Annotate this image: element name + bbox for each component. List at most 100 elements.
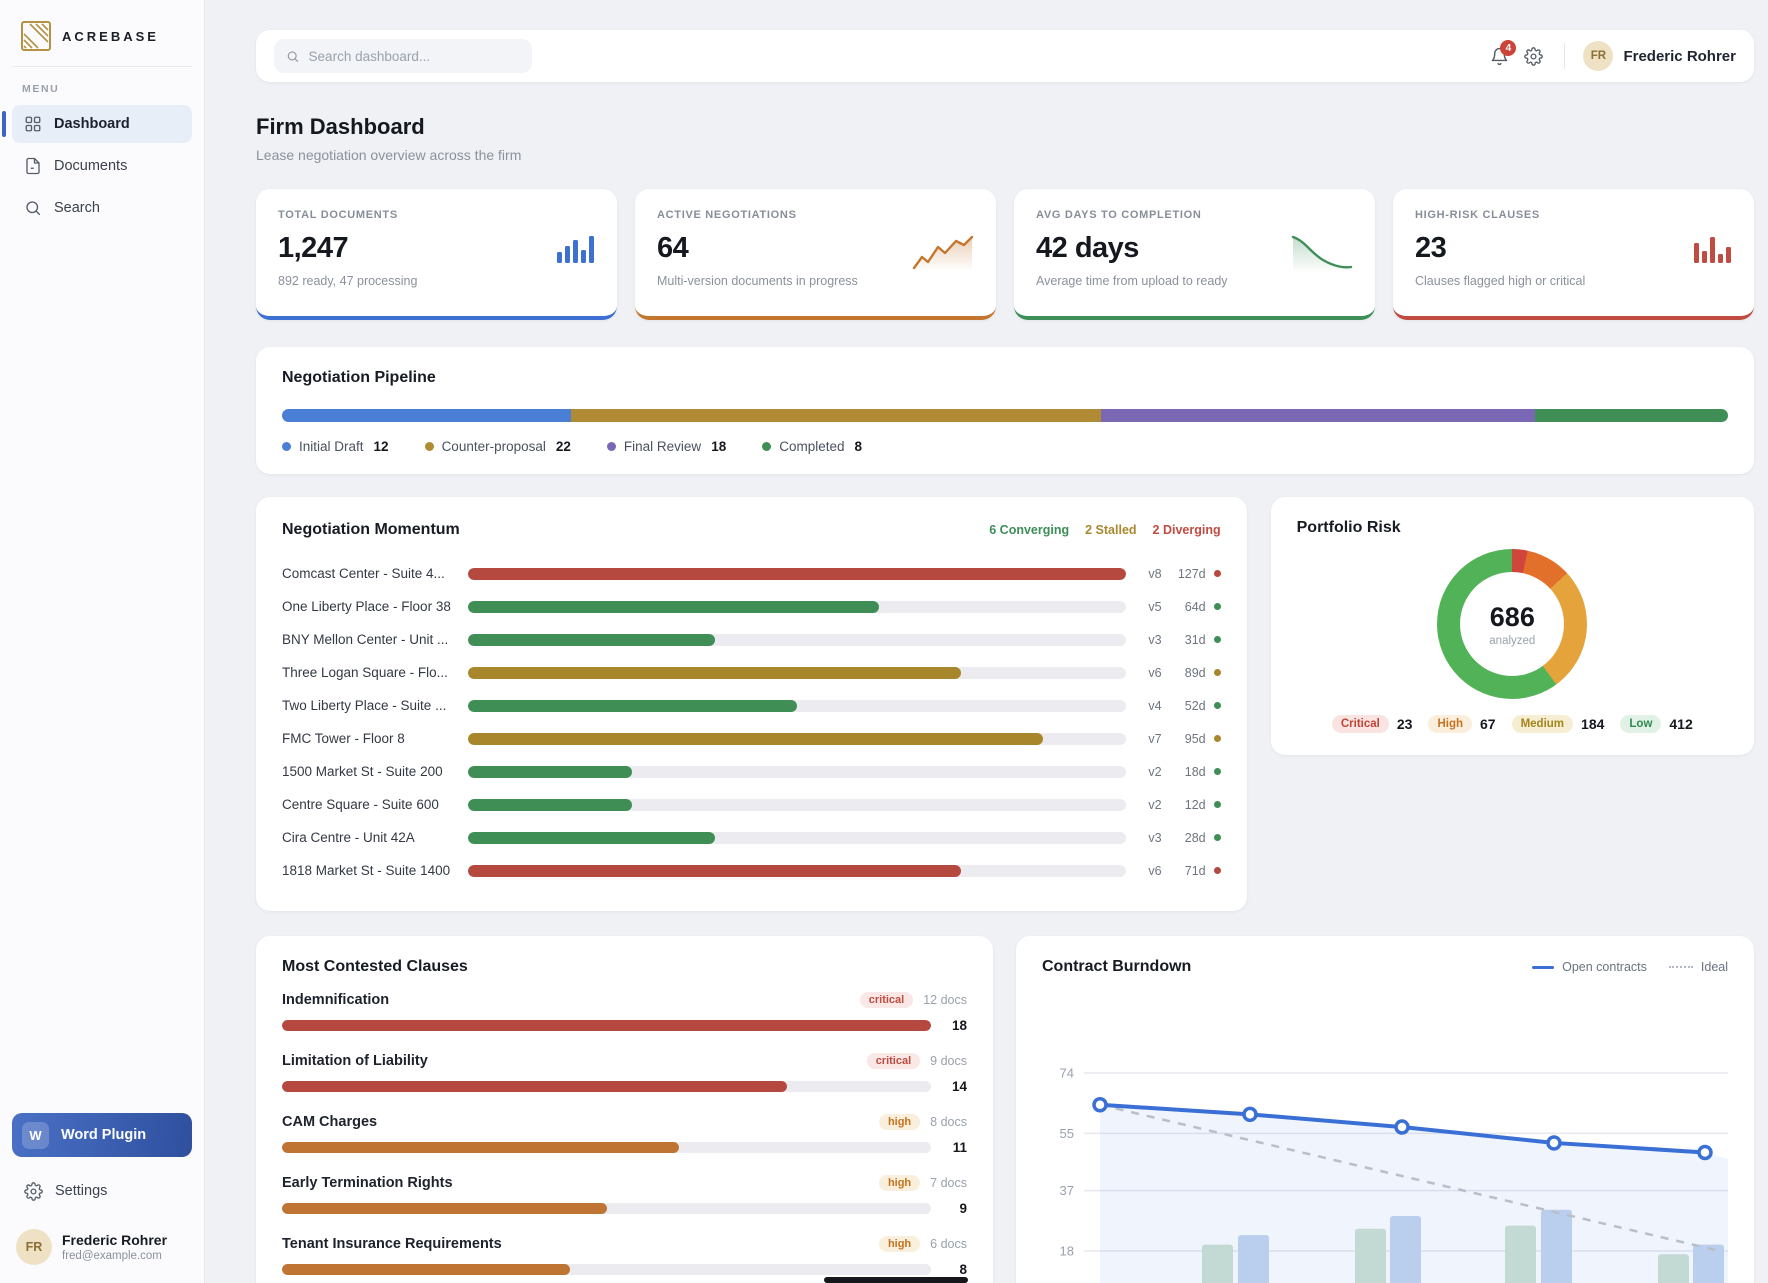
- momentum-row[interactable]: Two Liberty Place - Suite ... v4 52d: [282, 689, 1221, 722]
- clause-name: Early Termination Rights: [282, 1175, 453, 1191]
- days-label: 31d: [1184, 632, 1206, 647]
- sidebar-item-dashboard[interactable]: Dashboard: [2, 105, 192, 143]
- risk-legend-item: Medium 184: [1511, 715, 1605, 733]
- pipeline-segment: [571, 409, 1102, 422]
- momentum-meta: v2 18d: [1142, 765, 1221, 779]
- docs-count: 7 docs: [930, 1176, 967, 1190]
- search-input[interactable]: [308, 48, 520, 64]
- momentum-row[interactable]: 1500 Market St - Suite 200 v2 18d: [282, 755, 1221, 788]
- clause-item[interactable]: Tenant Insurance Requirements high 6 doc…: [282, 1236, 967, 1277]
- sidebar-item-settings[interactable]: Settings: [12, 1171, 192, 1211]
- clause-bar-row: 9: [282, 1201, 967, 1216]
- settings-button[interactable]: [1516, 39, 1550, 73]
- momentum-bar-track: [468, 831, 1126, 844]
- sidebar-user[interactable]: FR Frederic Rohrer fred@example.com: [12, 1229, 192, 1265]
- momentum-row[interactable]: Three Logan Square - Flo... v6 89d: [282, 656, 1221, 689]
- momentum-summary-item: 2 Diverging: [1152, 523, 1221, 537]
- momentum-row[interactable]: Comcast Center - Suite 4... v8 127d: [282, 557, 1221, 590]
- stat-value: 23: [1415, 232, 1447, 264]
- risk-legend-item: Critical 23: [1331, 715, 1412, 733]
- sidebar-item-label: Dashboard: [54, 116, 130, 132]
- momentum-bar-fill: [468, 567, 1126, 580]
- clause-bar-fill: [282, 1203, 607, 1214]
- sidebar-item-label: Documents: [54, 158, 128, 174]
- risk-legend: Critical 23 High 67 Medium 184 Low 412: [1297, 715, 1728, 733]
- trend-up-orange-icon: [912, 233, 974, 278]
- notifications-button[interactable]: 4: [1482, 39, 1517, 73]
- momentum-meta: v6 89d: [1142, 666, 1221, 680]
- clause-item[interactable]: Limitation of Liability critical 9 docs …: [282, 1053, 967, 1094]
- portfolio-risk-card: Portfolio Risk 686 analyzed Critical 23 …: [1270, 497, 1754, 755]
- momentum-row[interactable]: One Liberty Place - Floor 38 v5 64d: [282, 590, 1221, 623]
- search-box[interactable]: [274, 39, 532, 73]
- days-label: 95d: [1184, 731, 1206, 746]
- risk-pill: Medium: [1511, 715, 1574, 733]
- sidebar-item-documents[interactable]: Documents: [12, 147, 192, 185]
- momentum-row[interactable]: FMC Tower - Floor 8 v7 95d: [282, 722, 1221, 755]
- momentum-bar-track: [468, 864, 1126, 877]
- search-icon: [287, 50, 299, 62]
- settings-label: Settings: [55, 1183, 108, 1199]
- clause-name: Limitation of Liability: [282, 1053, 428, 1069]
- momentum-bar-fill: [468, 600, 880, 613]
- pipeline-segment: [1101, 409, 1536, 422]
- sidebar-item-search[interactable]: Search: [12, 189, 192, 227]
- severity-badge: critical: [866, 1053, 921, 1069]
- word-plugin-button[interactable]: W Word Plugin: [12, 1113, 192, 1157]
- legend-dot: [762, 442, 772, 451]
- status-dot: [1213, 834, 1221, 841]
- page-title: Firm Dashboard: [256, 114, 425, 139]
- status-dot: [1213, 768, 1221, 775]
- clause-item[interactable]: CAM Charges high 8 docs 11: [282, 1114, 967, 1155]
- clause-bar-row: 14: [282, 1079, 967, 1094]
- momentum-row[interactable]: BNY Mellon Center - Unit ... v3 31d: [282, 623, 1221, 656]
- pipeline-segment: [1535, 409, 1728, 422]
- momentum-bar-fill: [468, 864, 962, 877]
- momentum-meta: v8 127d: [1142, 567, 1221, 581]
- stat-subtext: 892 ready, 47 processing: [278, 274, 418, 288]
- stat-card: ACTIVE NEGOTIATIONS 64 Multi-version doc…: [635, 189, 996, 320]
- risk-count: 184: [1581, 716, 1605, 732]
- version-label: v5: [1148, 599, 1162, 614]
- menu-label: MENU: [22, 83, 60, 95]
- momentum-row[interactable]: Cira Centre - Unit 42A v3 28d: [282, 821, 1221, 854]
- momentum-bar-fill: [468, 666, 962, 679]
- momentum-summary-item: 2 Stalled: [1085, 523, 1137, 537]
- momentum-row[interactable]: 1818 Market St - Suite 1400 v6 71d: [282, 854, 1221, 887]
- stat-label: AVG DAYS TO COMPLETION: [1036, 209, 1202, 221]
- version-label: v3: [1148, 830, 1162, 845]
- severity-badge: high: [878, 1114, 921, 1130]
- property-name: One Liberty Place - Floor 38: [282, 599, 451, 614]
- clause-item[interactable]: Early Termination Rights high 7 docs 9: [282, 1175, 967, 1216]
- status-dot: [1213, 735, 1221, 742]
- stat-value: 42 days: [1036, 232, 1139, 264]
- stat-subtext: Clauses flagged high or critical: [1415, 274, 1586, 288]
- momentum-bar-track: [468, 732, 1126, 745]
- severity-badge: high: [878, 1236, 921, 1252]
- donut-center: 686 analyzed: [1460, 572, 1565, 676]
- momentum-bar-fill: [468, 798, 633, 811]
- stat-card: TOTAL DOCUMENTS 1,247 892 ready, 47 proc…: [256, 189, 617, 320]
- momentum-bar-track: [468, 567, 1126, 580]
- momentum-summary-item: 6 Converging: [989, 523, 1070, 537]
- clause-bar-track: [282, 1203, 931, 1214]
- svg-text:18: 18: [1060, 1244, 1074, 1259]
- clause-item[interactable]: Indemnification critical 12 docs 18: [282, 992, 967, 1033]
- user-email: fred@example.com: [62, 1250, 162, 1262]
- negotiation-pipeline-card: Negotiation Pipeline Initial Draft 12 Co…: [256, 347, 1754, 474]
- acrebase-logo-icon: [20, 20, 52, 52]
- user-menu[interactable]: FR Frederic Rohrer: [1583, 41, 1736, 71]
- divider: [1564, 43, 1566, 69]
- momentum-row[interactable]: Centre Square - Suite 600 v2 12d: [282, 788, 1221, 821]
- clause-meta: high 6 docs: [878, 1236, 967, 1252]
- days-label: 89d: [1184, 665, 1206, 680]
- version-label: v2: [1148, 797, 1162, 812]
- legend-count: 22: [555, 439, 571, 454]
- svg-text:55: 55: [1060, 1126, 1074, 1141]
- legend-dot: [424, 442, 434, 451]
- clause-bar-fill: [282, 1264, 571, 1275]
- clause-bar-track: [282, 1142, 931, 1153]
- line-swatch: [1532, 965, 1555, 969]
- momentum-meta: v5 64d: [1142, 600, 1221, 614]
- stat-card: HIGH-RISK CLAUSES 23 Clauses flagged hig…: [1393, 189, 1754, 320]
